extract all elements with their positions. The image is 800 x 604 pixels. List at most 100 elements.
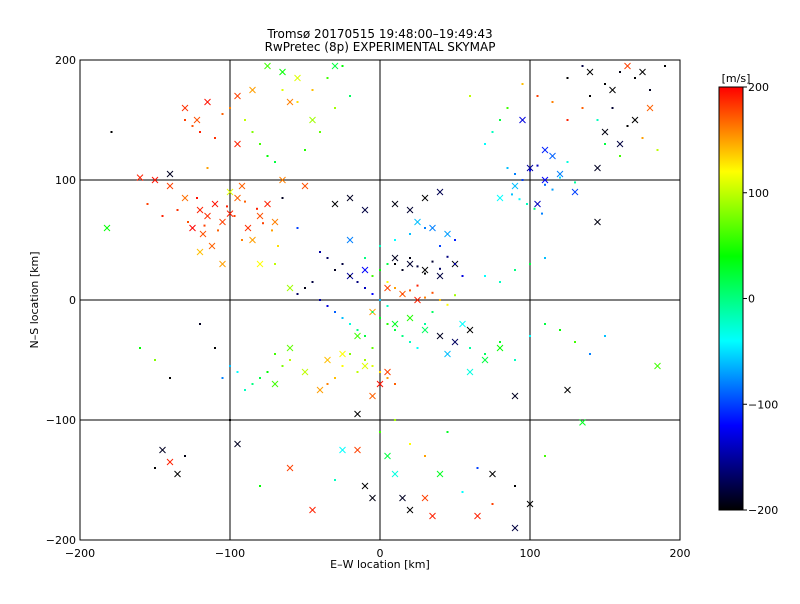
data-point-cross (549, 152, 556, 160)
data-point-dot (514, 269, 516, 271)
data-point-dot (514, 173, 516, 175)
data-point-dot (371, 311, 374, 313)
cross-stroke (103, 224, 111, 232)
cross-stroke (526, 500, 534, 508)
data-point-dot (154, 467, 156, 469)
cross-stroke (594, 218, 601, 226)
data-point-dot (244, 389, 246, 391)
data-point-dot (446, 431, 449, 433)
cross-stroke (199, 230, 207, 238)
data-point-dot (476, 467, 479, 469)
data-point-cross (496, 194, 504, 202)
data-point-dot (394, 263, 396, 265)
data-point-cross (436, 272, 444, 280)
data-point-cross (616, 140, 624, 148)
cross-stroke (579, 419, 586, 426)
data-point-dot (518, 198, 521, 201)
data-point-dot (296, 227, 299, 229)
cross-stroke (391, 470, 399, 478)
data-point-cross (279, 176, 286, 184)
data-point-cross (286, 344, 294, 352)
data-point-cross (136, 174, 144, 181)
data-point-dot (541, 212, 543, 215)
data-point-dot (559, 329, 561, 331)
data-point-dot (229, 107, 231, 109)
cross-stroke (166, 458, 174, 466)
data-point-dot (514, 485, 516, 487)
data-point-dot (379, 269, 381, 271)
data-point-cross (421, 266, 429, 274)
data-point-dot (199, 323, 201, 325)
cross-stroke (646, 104, 654, 112)
data-point-dot (536, 164, 539, 167)
data-point-dot (379, 431, 381, 433)
data-point-dot (259, 377, 261, 379)
data-point-cross (354, 332, 361, 340)
cross-stroke (429, 224, 436, 232)
data-point-cross (571, 188, 579, 196)
data-point-dot (326, 305, 329, 307)
data-point-cross (189, 224, 196, 232)
data-point-dot (626, 125, 629, 127)
data-point-dot (446, 255, 449, 258)
data-point-cross (639, 68, 646, 76)
data-point-dot (581, 65, 584, 67)
data-point-dot (356, 281, 359, 283)
data-point-dot (364, 287, 366, 289)
cross-stroke (511, 392, 519, 400)
data-point-dot (664, 65, 666, 67)
data-point-dot (277, 245, 279, 247)
chart-title: Tromsø 20170515 19:48:00–19:49:43 (266, 27, 492, 41)
data-point-dot (206, 167, 209, 169)
data-point-cross (309, 506, 316, 514)
x-tick-label: 100 (520, 547, 541, 560)
y-tick-label: −100 (46, 414, 76, 427)
data-point-dot (203, 224, 206, 227)
data-point-dot (461, 275, 464, 277)
data-point-dot (364, 335, 366, 337)
data-point-cross (496, 344, 504, 352)
cross-stroke (196, 248, 204, 256)
cross-stroke (466, 326, 474, 334)
cross-stroke (361, 482, 369, 490)
cross-stroke (346, 236, 354, 244)
cross-stroke (421, 326, 429, 334)
data-point-dot (394, 419, 396, 421)
cross-stroke (624, 62, 631, 70)
cross-stroke (556, 170, 564, 178)
data-point-cross (579, 419, 586, 426)
cross-stroke (466, 368, 474, 376)
cross-stroke (541, 176, 549, 184)
data-point-dot (416, 284, 419, 287)
data-point-cross (511, 182, 519, 190)
data-point-cross (406, 314, 414, 322)
data-point-cross (193, 116, 201, 124)
data-point-cross (244, 224, 252, 232)
data-point-cross (376, 380, 384, 388)
data-point-dot (281, 89, 284, 91)
data-point-dot (311, 89, 314, 91)
cross-stroke (309, 116, 316, 124)
data-point-dot (187, 221, 189, 223)
data-point-cross (609, 86, 616, 94)
data-point-dot (191, 125, 194, 127)
data-point-cross (256, 212, 264, 220)
y-axis-label: N–S location [km] (28, 251, 41, 348)
data-point-dot (596, 119, 599, 121)
data-point-cross (354, 410, 361, 418)
data-point-cross (391, 200, 399, 208)
data-point-cross (286, 284, 294, 292)
data-point-cross (459, 320, 466, 328)
data-point-cross (316, 386, 324, 394)
cross-stroke (331, 200, 339, 208)
data-point-cross (234, 440, 241, 448)
data-point-dot (110, 131, 113, 133)
data-point-dot (511, 193, 513, 196)
data-point-dot (581, 107, 584, 109)
data-point-dot (379, 317, 381, 319)
cross-stroke (219, 260, 226, 268)
data-point-dot (262, 222, 264, 225)
data-point-dot (574, 181, 576, 184)
data-point-dot (154, 359, 156, 361)
data-point-cross (556, 170, 564, 178)
